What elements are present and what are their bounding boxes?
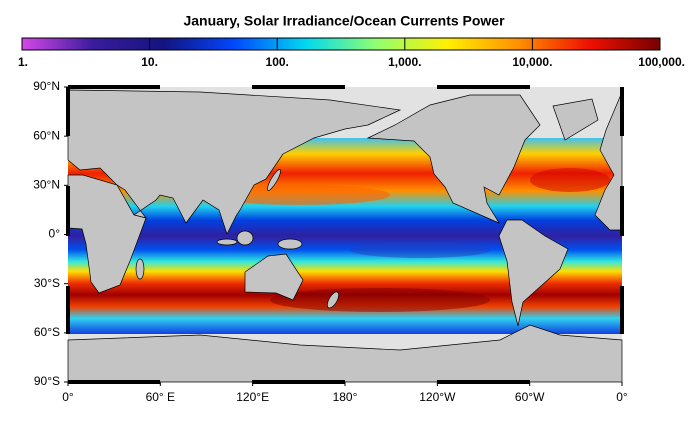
map-frame	[66, 85, 624, 384]
lon-label: 0°	[62, 390, 74, 404]
lat-label: 90°N	[33, 79, 60, 93]
lon-label: 0°	[616, 390, 628, 404]
lat-label: 30°S	[34, 276, 60, 290]
colorbar-tick-label: 100,000.	[638, 55, 685, 69]
colorbar-tick-label: 1,000.	[388, 55, 421, 69]
lon-label: 60° E	[146, 390, 175, 404]
colorbar	[21, 37, 661, 51]
lat-label: 0°	[49, 227, 61, 241]
colorbar-tick-label: 10,000.	[512, 55, 552, 69]
lat-label: 60°S	[34, 325, 60, 339]
lon-label: 60°W	[515, 390, 545, 404]
lon-label: 120°E	[236, 390, 269, 404]
colorbar-tick-label: 1.	[18, 55, 28, 69]
lat-label: 30°N	[33, 178, 60, 192]
title: January, Solar Irradiance/Ocean Currents…	[183, 13, 505, 29]
map	[67, 87, 623, 383]
lon-label: 120°W	[419, 390, 456, 404]
lat-label: 90°S	[34, 374, 60, 388]
colorbar-tick-label: 100.	[266, 55, 289, 69]
colorbar-tick-label: 10.	[141, 55, 158, 69]
lat-label: 60°N	[33, 128, 60, 142]
lon-label: 180°	[333, 390, 358, 404]
